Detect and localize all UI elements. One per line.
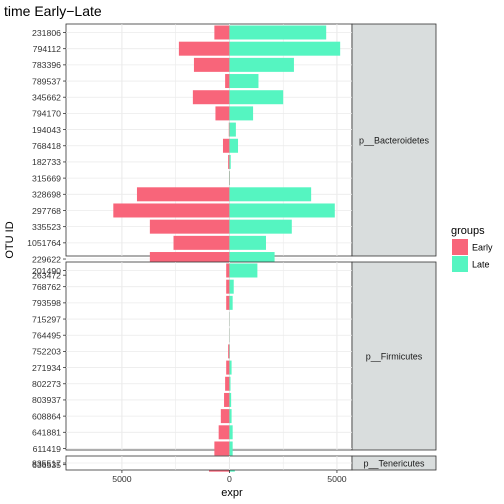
y-tick-label: 271934 bbox=[32, 363, 61, 373]
bar-early bbox=[136, 187, 230, 202]
legend-label: Late bbox=[472, 260, 490, 270]
x-axis: 5000 0 5000 bbox=[112, 470, 347, 484]
bar-early bbox=[215, 106, 230, 121]
y-tick-label: 335523 bbox=[32, 222, 61, 232]
bar-late bbox=[229, 203, 335, 218]
y-tick-label: 789537 bbox=[32, 76, 61, 86]
y-tick-label: 229622 bbox=[32, 254, 61, 264]
y-tick-label: 231806 bbox=[32, 28, 61, 38]
y-tick-label: 752203 bbox=[32, 347, 61, 357]
y-tick-label: 328698 bbox=[32, 190, 61, 200]
bar-late bbox=[229, 106, 254, 121]
legend: groups Early Late bbox=[451, 225, 493, 272]
bar-early bbox=[226, 295, 230, 310]
y-tick-label: 201490 bbox=[32, 266, 61, 276]
bar-early bbox=[226, 360, 230, 375]
bar-early bbox=[228, 122, 230, 137]
y-tick-label: 345662 bbox=[32, 93, 61, 103]
facet-panels: p__Bacteroidetes 231806 794112 783396 789537… bbox=[27, 23, 437, 472]
y-tick-label: 315669 bbox=[32, 173, 61, 183]
y-tick-label: 194043 bbox=[32, 125, 61, 135]
y-tick-label: 1051764 bbox=[27, 238, 61, 248]
x-tick-label: 5000 bbox=[112, 474, 131, 484]
bar-early bbox=[220, 409, 230, 424]
bar-late bbox=[229, 41, 341, 56]
panel-background bbox=[65, 261, 353, 451]
bar-early bbox=[228, 344, 230, 359]
bar-late bbox=[229, 25, 327, 40]
bar-early bbox=[173, 235, 230, 250]
chart-title: time Early−Late bbox=[4, 3, 102, 19]
y-tick-label: 715297 bbox=[32, 314, 61, 324]
y-tick-label: 768418 bbox=[32, 141, 61, 151]
facet-panel: p__Bacteroidetes 231806 794112 783396 789537… bbox=[27, 23, 437, 283]
bar-early bbox=[149, 219, 230, 234]
y-tick-label: 783396 bbox=[32, 60, 61, 70]
bar-early bbox=[222, 138, 230, 153]
y-tick-label: 297768 bbox=[32, 206, 61, 216]
y-tick-label: 764495 bbox=[32, 331, 61, 341]
facet-strip bbox=[351, 261, 437, 451]
y-tick-label: 641881 bbox=[32, 428, 61, 438]
x-tick-label: 0 bbox=[227, 474, 232, 484]
y-axis-title: OTU ID bbox=[4, 221, 16, 258]
legend-swatch bbox=[452, 239, 468, 255]
facet-strip-label: p__Bacteroidetes bbox=[359, 136, 430, 146]
bar-late bbox=[229, 360, 232, 375]
bar-late bbox=[229, 235, 266, 250]
bar-early bbox=[228, 154, 230, 169]
y-tick-label: 803937 bbox=[32, 395, 61, 405]
facet-panel: p__Tenericutes 835517 bbox=[32, 455, 437, 471]
y-tick-label: 794112 bbox=[33, 44, 62, 54]
y-tick-label: 182733 bbox=[32, 157, 61, 167]
facet-strip bbox=[351, 23, 437, 257]
facet-strip-label: p__Tenericutes bbox=[363, 459, 425, 469]
bar-late bbox=[229, 425, 233, 440]
bar-late bbox=[229, 392, 232, 407]
bar-late bbox=[229, 57, 294, 72]
bar-early bbox=[218, 425, 230, 440]
bar-early bbox=[192, 90, 230, 105]
facet-strip-label: p__Firmicutes bbox=[366, 352, 423, 362]
bar-early bbox=[225, 376, 230, 391]
bar-late bbox=[229, 187, 312, 202]
y-tick-label: 611419 bbox=[33, 444, 62, 454]
bar-early bbox=[226, 263, 230, 278]
bar-late bbox=[229, 409, 232, 424]
bar-early bbox=[214, 441, 230, 456]
bar-early bbox=[113, 203, 230, 218]
bar-late bbox=[229, 441, 233, 456]
bar-early bbox=[224, 392, 230, 407]
bar-early bbox=[193, 57, 230, 72]
bar-late bbox=[229, 154, 231, 169]
bar-late bbox=[229, 295, 233, 310]
bar-late bbox=[229, 74, 259, 89]
bar-late bbox=[229, 279, 234, 294]
bar-late bbox=[229, 263, 258, 278]
legend-title: groups bbox=[451, 225, 485, 237]
x-tick-label: 5000 bbox=[327, 474, 346, 484]
y-tick-label: 794170 bbox=[32, 109, 61, 119]
bar-late bbox=[229, 138, 239, 153]
legend-swatch bbox=[452, 256, 468, 272]
y-tick-label: 768762 bbox=[32, 282, 61, 292]
x-axis-title: expr bbox=[221, 487, 243, 499]
bar-late bbox=[229, 122, 236, 137]
y-tick-label: 793598 bbox=[32, 298, 61, 308]
bar-late bbox=[229, 90, 284, 105]
y-tick-label: 802273 bbox=[32, 379, 61, 389]
bar-early bbox=[214, 25, 230, 40]
y-tick-label: 263472 bbox=[32, 271, 61, 281]
y-tick-label: 636535 bbox=[32, 460, 61, 470]
bar-late bbox=[229, 219, 292, 234]
facet-panel: p__Firmicutes 201490 768762 793598 715297 764… bbox=[32, 261, 437, 472]
bar-early bbox=[226, 279, 230, 294]
bar-early bbox=[225, 74, 230, 89]
bar-late bbox=[229, 376, 231, 391]
y-tick-label: 835517 bbox=[32, 458, 61, 468]
y-tick-label: 608864 bbox=[32, 411, 61, 421]
bar-early bbox=[178, 41, 230, 56]
legend-label: Early bbox=[472, 243, 493, 253]
